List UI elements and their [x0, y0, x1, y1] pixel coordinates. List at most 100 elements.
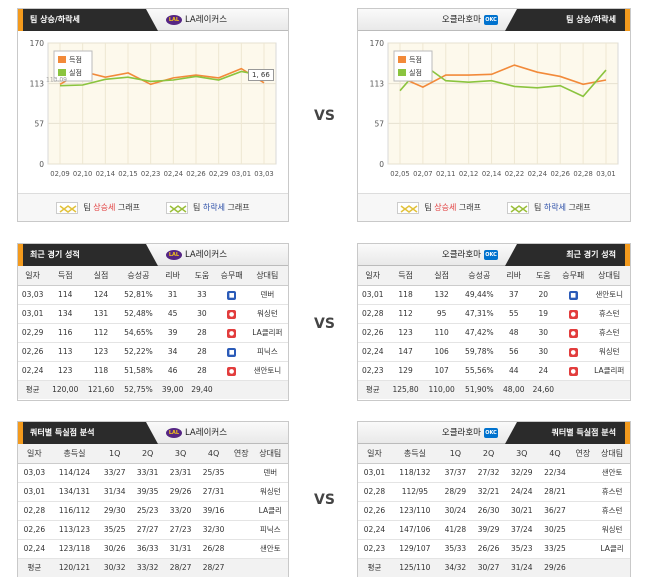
panel-title: 팀 상승/하락세 — [30, 15, 80, 24]
legend-down[interactable]: 팀 하락세 그래프 — [166, 201, 250, 214]
average-row: 평균 120,00 121,60 52,75% 39,00 29,40 — [18, 380, 288, 399]
table-row[interactable]: 02,28 112 95 47,31% 55 19 ● 휴스턴 — [358, 304, 630, 324]
panel-title: 팀 상승/하락세 — [566, 15, 616, 24]
x-tick-label: 02,15 — [118, 170, 137, 178]
table-cell: 59,78% — [459, 342, 500, 362]
table-cell: 48 — [499, 323, 529, 343]
legend-up[interactable]: 팀 상승세 그래프 — [397, 201, 481, 214]
panel-title: 쿼터별 득실점 분석 — [551, 428, 616, 437]
table-cell: 02,24 — [358, 342, 388, 362]
okc-recent-panel: 오클라호마 OKC 최근 경기 성적 일자 득점 실점 승성공 리바 도움 승무패 상대팀 03… — [357, 243, 631, 401]
column-header: 승성공 — [459, 266, 500, 286]
table-row[interactable]: 02,28 116/112 29/30 25/23 33/20 39/16 LA클리 — [18, 501, 288, 521]
table-cell: 52,48% — [118, 304, 158, 324]
table-cell: 32/21 — [472, 482, 506, 502]
table-cell: 30 — [528, 342, 559, 362]
table-cell: 19 — [528, 304, 559, 324]
table-cell: 44 — [499, 361, 529, 381]
table-row[interactable]: 02,24 147 106 59,78% 56 30 ● 워싱턴 — [358, 342, 630, 362]
legend-up[interactable]: 팀 상승세 그래프 — [56, 201, 140, 214]
x-tick-label: 02,23 — [141, 170, 160, 178]
table-cell: 30/21 — [505, 501, 539, 521]
okc-trend-panel: 오클라호마 OKC 팀 상승/하락세 0 57 113 170 02,05 02,07 02… — [357, 8, 631, 222]
legend-down[interactable]: 팀 하락세 그래프 — [507, 201, 591, 214]
table-cell: 47,31% — [459, 304, 500, 324]
x-tick-label: 02,26 — [550, 170, 569, 178]
table-cell: 30/26 — [98, 539, 132, 559]
table-cell: ● — [558, 304, 589, 324]
table-row[interactable]: 02,26 113/123 35/25 27/27 27/23 32/30 피닉스 — [18, 520, 288, 540]
column-header: 일자 — [358, 444, 391, 464]
down-trend-icon — [166, 201, 188, 214]
x-tick-label: 03,03 — [254, 170, 273, 178]
column-header: 도움 — [187, 266, 217, 286]
table-row[interactable]: 02,24 123/118 30/26 36/33 31/31 26/28 샌안토 — [18, 539, 288, 559]
table-row[interactable]: 03,03 114 124 52,81% 31 33 ■ 덴버 — [18, 285, 288, 305]
okc-logo-icon: OKC — [484, 250, 498, 260]
table-cell: 30 — [187, 304, 217, 324]
table-cell: 03,01 — [18, 304, 48, 324]
table-row[interactable]: 03,01 118/132 37/37 27/32 32/29 22/34 샌안토 — [358, 463, 630, 483]
table-row[interactable]: 02,26 123 110 47,42% 48 30 ● 휴스턴 — [358, 323, 630, 343]
y-tick-label: 57 — [374, 119, 384, 128]
table-cell — [571, 482, 595, 502]
table-cell: 32/30 — [197, 520, 231, 540]
table-cell: 113 — [47, 342, 84, 362]
column-header: 리바 — [157, 266, 188, 286]
table-cell: 31/24 — [505, 558, 539, 577]
table-cell: 샌안토니 — [246, 361, 288, 381]
table-cell: 34 — [157, 342, 188, 362]
table-row[interactable]: 02,23 129 107 55,56% 44 24 ● LA클리퍼 — [358, 361, 630, 381]
quarter-table: 일자 총득실 1Q 2Q 3Q 4Q 연장 상대팀 03,03 114/124 33/27 33/31… — [18, 444, 288, 577]
x-tick-label: 02,07 — [413, 170, 432, 178]
y-tick-label: 113 — [370, 80, 385, 89]
column-header: 승무패 — [216, 266, 247, 286]
table-cell: 129/107 — [390, 539, 439, 559]
table-cell: 51,58% — [118, 361, 158, 381]
table-cell: 평균 — [18, 380, 48, 399]
table-cell: 37 — [499, 285, 529, 305]
table-row[interactable]: 02,28 112/95 28/29 32/21 24/24 28/21 휴스턴 — [358, 482, 630, 502]
table-cell: 120/121 — [50, 558, 99, 577]
table-cell: ● — [216, 323, 247, 343]
table-cell: 107 — [423, 361, 460, 381]
table-cell: 02,26 — [358, 501, 391, 521]
table-cell: 피닉스 — [252, 520, 288, 540]
vs-label-1: VS — [314, 108, 335, 124]
table-row[interactable]: 02,26 113 123 52,22% 34 28 ■ 피닉스 — [18, 342, 288, 362]
table-cell: 덴버 — [252, 463, 288, 483]
column-header: 총득실 — [390, 444, 439, 464]
table-row[interactable]: 03,01 134 131 52,48% 45 30 ● 워싱턴 — [18, 304, 288, 324]
table-cell: 평균 — [358, 558, 391, 577]
okc-line-chart: 0 57 113 170 02,05 02,07 02,11 02,12 02,14 02,22 0… — [370, 39, 619, 178]
table-row[interactable]: 02,24 147/106 41/28 39/29 37/24 30/25 워싱턴 — [358, 520, 630, 540]
table-cell — [230, 482, 253, 502]
loss-badge-icon: ● — [568, 309, 578, 319]
table-cell: 33 — [187, 285, 217, 305]
table-row[interactable]: 02,24 123 118 51,58% 46 28 ● 샌안토니 — [18, 361, 288, 381]
table-cell: 33/31 — [131, 463, 165, 483]
table-cell — [558, 380, 589, 399]
table-cell: 23/31 — [164, 463, 198, 483]
lakers-logo-icon: LAL — [166, 15, 182, 25]
table-cell: 03,01 — [18, 482, 51, 502]
table-row[interactable]: 02,26 123/110 30/24 26/30 30/21 36/27 휴스턴 — [358, 501, 630, 521]
table-cell: 샌안토 — [594, 463, 630, 483]
table-cell: 27/27 — [131, 520, 165, 540]
table-cell — [252, 558, 288, 577]
table-row[interactable]: 03,01 118 132 49,44% 37 20 ■ 샌안토니 — [358, 285, 630, 305]
table-cell: 124 — [83, 285, 119, 305]
column-header: 2Q — [472, 444, 506, 464]
table-row[interactable]: 02,23 129/107 35/33 26/26 35/23 33/25 LA클리 — [358, 539, 630, 559]
table-cell: 휴스턴 — [588, 323, 630, 343]
table-cell: 평균 — [358, 380, 388, 399]
table-row[interactable]: 03,03 114/124 33/27 33/31 23/31 25/35 덴버 — [18, 463, 288, 483]
y-tick-label: 0 — [379, 160, 384, 169]
table-cell: 31/31 — [164, 539, 198, 559]
team-name: LA레이커스 — [185, 15, 228, 25]
x-tick-label: 02,12 — [459, 170, 478, 178]
table-row[interactable]: 02,29 116 112 54,65% 39 28 ● LA클리퍼 — [18, 323, 288, 343]
table-row[interactable]: 03,01 134/131 31/34 39/35 29/26 27/31 워싱턴 — [18, 482, 288, 502]
up-trend-icon — [397, 201, 420, 214]
column-header: 3Q — [505, 444, 539, 464]
